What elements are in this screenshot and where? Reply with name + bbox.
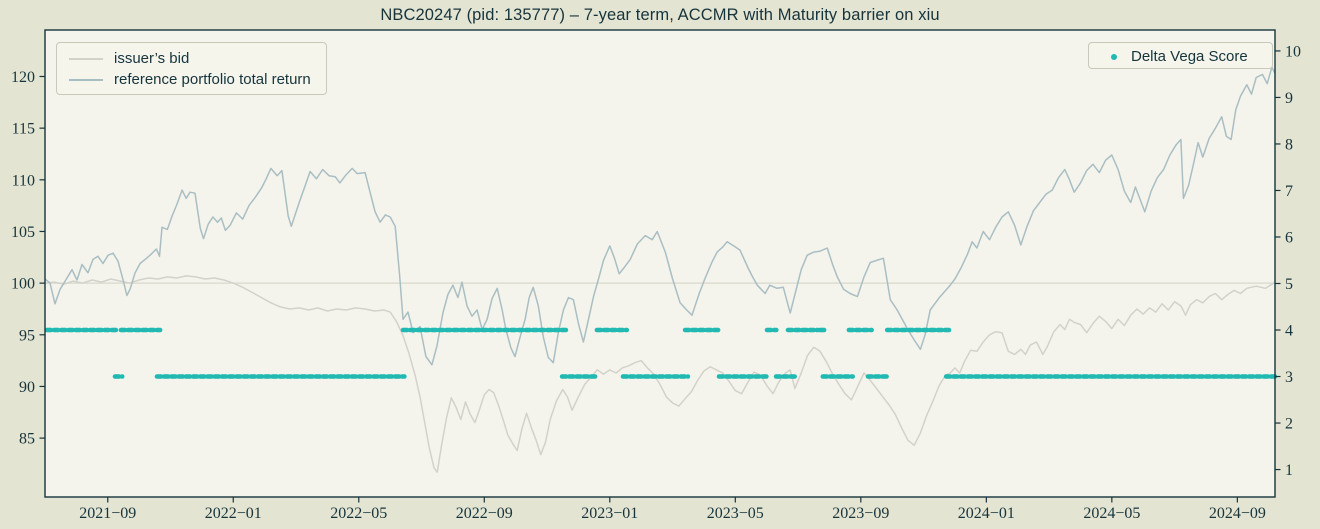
issuers-bid-line-swatch	[69, 57, 103, 60]
tick-label: 10	[1285, 43, 1301, 60]
tick-label: 4	[1285, 323, 1293, 340]
legend-right: Delta Vega Score	[1088, 42, 1273, 69]
tick-label: 2024−09	[1209, 505, 1266, 522]
tick-label: 2022−01	[205, 505, 262, 522]
plot-border	[44, 29, 1276, 498]
tick-label: 110	[12, 172, 35, 189]
tick-label: 95	[19, 327, 35, 344]
legend-item-reference-portfolio: reference portfolio total return	[69, 69, 314, 90]
series-line-1	[44, 66, 1276, 366]
chart-title: NBC20247 (pid: 135777) – 7-year term, AC…	[380, 6, 940, 24]
plot-area	[45, 30, 1275, 497]
tick-label: 90	[19, 379, 35, 396]
legend-label: Delta Vega Score	[1131, 48, 1248, 65]
tick-label: 2022−09	[456, 505, 513, 522]
tick-label: 2022−05	[330, 505, 387, 522]
tick-label: 2	[1285, 416, 1293, 433]
tick-label: 1	[1285, 462, 1293, 479]
tick-label: 2023−01	[581, 505, 638, 522]
legend-item-issuers-bid: issuer’s bid	[69, 48, 314, 69]
tick-label: 9	[1285, 90, 1293, 107]
tick-label: 100	[11, 276, 35, 293]
tick-label: 6	[1285, 229, 1293, 246]
tick-label: 115	[12, 121, 35, 138]
legend-label: reference portfolio total return	[114, 71, 311, 88]
reference-portfolio-line-swatch	[69, 78, 103, 81]
tick-label: 5	[1285, 276, 1293, 293]
series-line-0	[44, 275, 1276, 473]
tick-label: 2024−05	[1083, 505, 1140, 522]
tick-label: 105	[11, 224, 35, 241]
tick-label: 2023−05	[707, 505, 764, 522]
legend-item-delta-vega-score: Delta Vega Score	[1101, 46, 1260, 67]
tick-label: 120	[11, 69, 35, 86]
legend-label: issuer’s bid	[114, 50, 190, 67]
tick-label: 2023−09	[832, 505, 889, 522]
tick-label: 3	[1285, 369, 1293, 386]
delta-vega-dot-swatch	[1111, 53, 1117, 60]
tick-label: 7	[1285, 183, 1293, 200]
legend-left: issuer’s bid reference portfolio total r…	[56, 42, 327, 95]
tick-label: 8	[1285, 136, 1293, 153]
tick-label: 2024−01	[958, 505, 1015, 522]
tick-label: 2021−09	[79, 505, 136, 522]
series-scatter-delta-vega	[44, 327, 1278, 379]
tick-label: 85	[19, 431, 35, 448]
